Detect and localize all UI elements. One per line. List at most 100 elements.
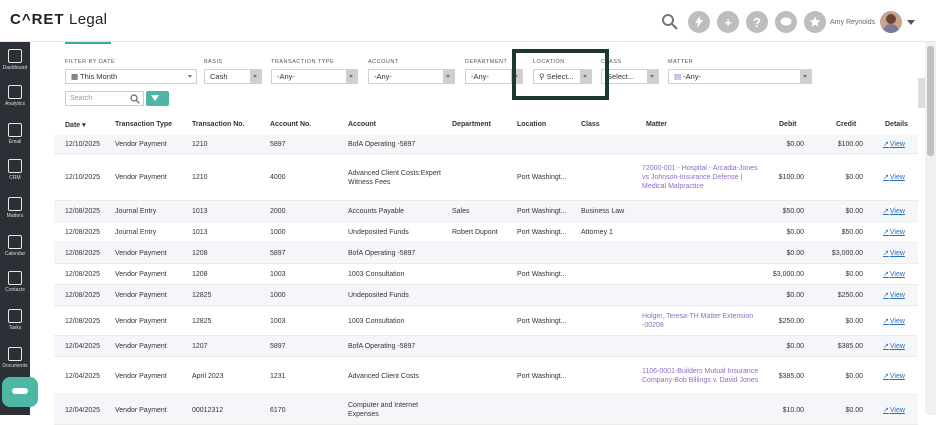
table-row: 12/08/2025 Vendor Payment 12825 1003 1003 Co…	[54, 306, 918, 336]
view-link[interactable]: ↗ View	[883, 222, 905, 243]
cell-matter[interactable]	[642, 201, 764, 222]
cell-matter[interactable]	[642, 264, 764, 285]
cell-credit: $0.00	[845, 174, 863, 181]
department-select[interactable]: -Any-	[465, 69, 523, 84]
avatar[interactable]	[880, 11, 902, 33]
cell-acct-no: 1003	[270, 271, 286, 278]
column-header-location[interactable]: Location	[517, 121, 547, 128]
view-label: View	[889, 208, 905, 215]
plus-icon[interactable]: +	[717, 11, 739, 33]
chat-widget-button[interactable]	[2, 377, 38, 407]
scrollbar[interactable]	[925, 42, 936, 415]
view-label: View	[889, 174, 905, 181]
cell-matter[interactable]	[642, 285, 764, 306]
view-link[interactable]: ↗ View	[883, 264, 905, 285]
cell-account: Advanced Client Costs:Expert Witness Fee…	[348, 169, 441, 186]
chevron-down-icon[interactable]	[907, 20, 915, 25]
column-header-transaction-no[interactable]: Transaction No.	[192, 121, 245, 128]
cell-account: Accounts Payable	[348, 208, 405, 215]
column-header-class[interactable]: Class	[581, 121, 600, 128]
cell-acct-no: 5897	[270, 250, 286, 257]
column-header-matter[interactable]: Matter	[646, 121, 668, 128]
panel-collapse-handle[interactable]	[918, 78, 926, 108]
scrollbar-thumb[interactable]	[927, 46, 934, 156]
sidebar-item-tasks[interactable]: Tasks	[0, 306, 30, 340]
cell-debit: $50.00	[782, 208, 804, 215]
cell-matter[interactable]	[642, 395, 764, 425]
sidebar-item-contacts[interactable]: Contacts	[0, 268, 30, 302]
cell-date: 12/04/2025	[65, 372, 101, 380]
cell-type: Vendor Payment	[115, 343, 167, 350]
cell-class	[581, 285, 644, 306]
view-link[interactable]: ↗ View	[883, 243, 905, 264]
cell-location: Port Washingt...	[517, 229, 567, 236]
cell-type: Vendor Payment	[115, 141, 167, 148]
column-header-date[interactable]: Date ▾	[65, 122, 86, 129]
cell-account: Advanced Client Costs	[348, 372, 419, 380]
view-link[interactable]: ↗ View	[883, 357, 905, 395]
view-link[interactable]: ↗ View	[883, 285, 905, 306]
view-link[interactable]: ↗ View	[883, 135, 905, 154]
account-select[interactable]: -Any-	[368, 69, 455, 84]
cell-acct-no: 6170	[270, 406, 286, 414]
sidebar-item-dashboard[interactable]: Dashboard	[0, 46, 30, 80]
chevron-down-icon	[580, 70, 591, 83]
cell-class	[581, 357, 644, 395]
cell-date: 12/10/2025	[65, 141, 101, 148]
cell-matter[interactable]	[642, 222, 764, 243]
view-link[interactable]: ↗ View	[883, 336, 905, 357]
location-select[interactable]: ⚲ Select...	[533, 69, 592, 84]
class-select[interactable]: Select...	[601, 69, 659, 84]
cell-txn: 1208	[192, 250, 208, 257]
search-input[interactable]: Search	[65, 91, 144, 106]
column-header-department[interactable]: Department	[452, 121, 491, 128]
column-header-account-no[interactable]: Account No.	[270, 121, 312, 128]
column-header-type[interactable]: Transaction Type	[115, 121, 173, 128]
view-link[interactable]: ↗ View	[883, 154, 905, 201]
external-link-icon: ↗	[883, 406, 889, 414]
cell-location	[517, 285, 579, 306]
filter-icon[interactable]	[146, 91, 169, 106]
sidebar-item-matters[interactable]: Matters	[0, 194, 30, 228]
view-link[interactable]: ↗ View	[883, 395, 905, 425]
sidebar-item-crm[interactable]: CRM	[0, 156, 30, 190]
location-highlight-box	[512, 49, 609, 100]
tasks-icon	[8, 309, 22, 323]
help-icon[interactable]: ?	[746, 11, 768, 33]
basis-select[interactable]: Cash	[204, 69, 262, 84]
sidebar-item-documents[interactable]: Documents	[0, 344, 30, 378]
column-header-debit[interactable]: Debit	[779, 121, 797, 128]
contacts-icon	[8, 271, 22, 285]
sidebar-item-email[interactable]: Email	[0, 120, 30, 154]
column-header-account[interactable]: Account	[348, 121, 376, 128]
lightning-icon[interactable]	[688, 11, 710, 33]
view-link[interactable]: ↗ View	[883, 201, 905, 222]
transaction-type-select[interactable]: -Any-	[271, 69, 358, 84]
app-logo[interactable]: C^RET Legal	[10, 11, 108, 28]
cell-matter[interactable]	[642, 336, 764, 357]
search-icon[interactable]	[660, 12, 680, 32]
sidebar-item-calendar[interactable]: Calendar	[0, 232, 30, 266]
table-row: 12/08/2025 Vendor Payment 12825 1000 Undepos…	[54, 285, 918, 306]
user-name[interactable]: Amy Reynolds	[830, 19, 876, 26]
cell-class	[581, 395, 644, 425]
table-row: 12/04/2025 Vendor Payment April 2023 1231 Ad…	[54, 357, 918, 395]
cell-date: 12/08/2025	[65, 250, 101, 257]
cell-matter[interactable]	[642, 135, 764, 154]
date-filter-select[interactable]: ▦ This Month	[65, 69, 197, 84]
cell-matter[interactable]	[642, 243, 764, 264]
matter-select[interactable]: ▤ -Any-	[668, 69, 812, 84]
crm-icon	[8, 159, 22, 173]
column-header-credit[interactable]: Credit	[836, 121, 857, 128]
calendar-icon	[8, 235, 22, 249]
cell-matter[interactable]: Holger, Teresa-TH Matter Extension -0020…	[642, 313, 754, 329]
cell-debit: $0.00	[786, 343, 804, 350]
cell-matter[interactable]: 72000-001 - Hospital - Arcadia-Jones vs …	[642, 165, 758, 190]
cell-matter[interactable]: 1106-0001-Builders Mutual Insurance Comp…	[642, 368, 759, 384]
sidebar-item-analytics[interactable]: Analytics	[0, 82, 30, 116]
cell-account: Computer and Internet Expenses	[348, 402, 419, 418]
chat-icon[interactable]	[775, 11, 797, 33]
star-icon[interactable]	[804, 11, 826, 33]
view-link[interactable]: ↗ View	[883, 306, 905, 336]
transaction-type-label: TRANSACTION TYPE	[271, 59, 335, 65]
